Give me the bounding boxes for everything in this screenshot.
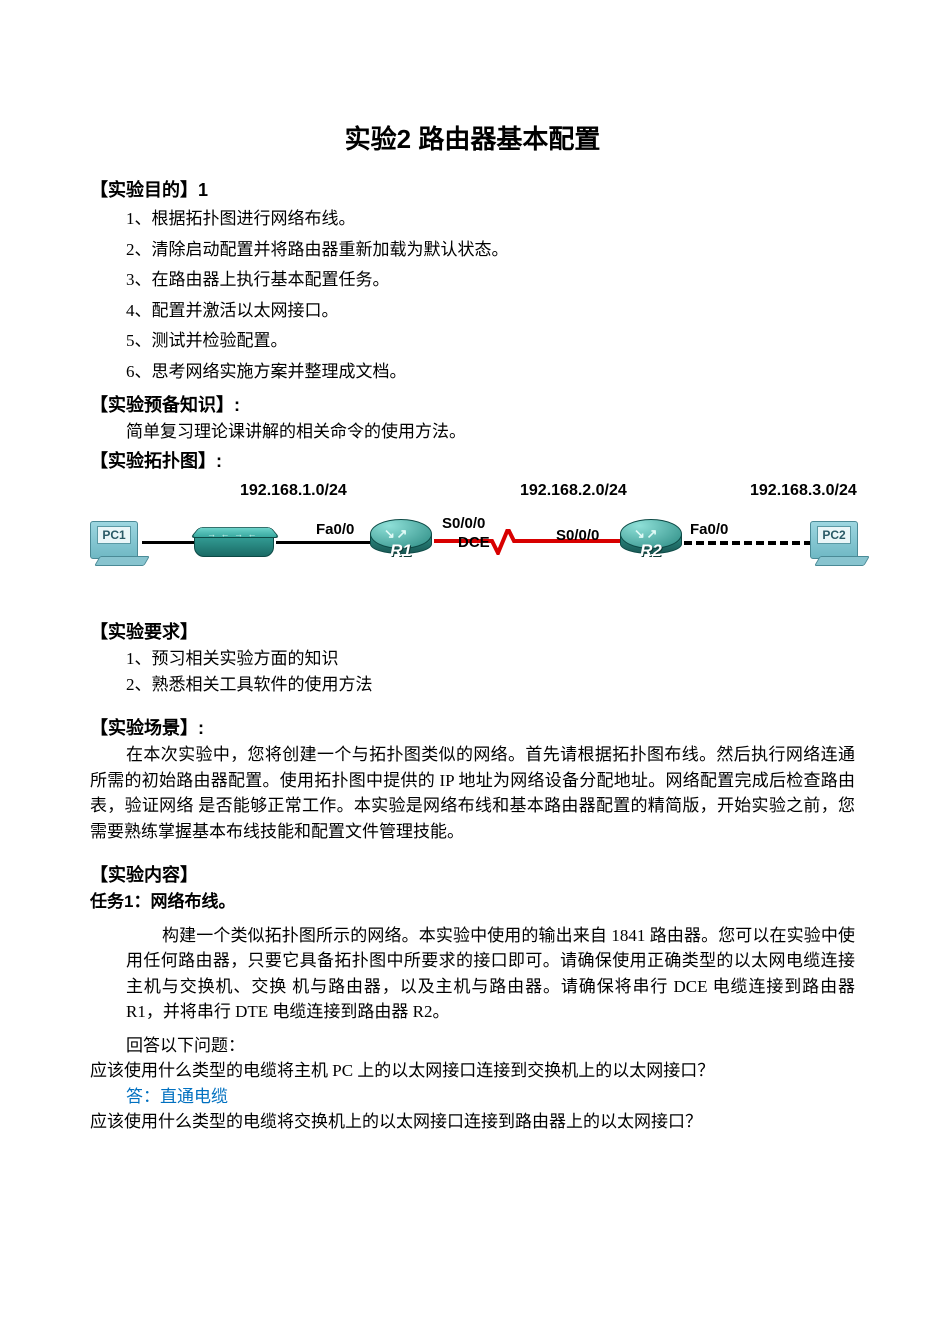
answer-prompt: 回答以下问题： <box>90 1033 855 1059</box>
section-prereq: 【实验预备知识】: <box>90 392 855 419</box>
section-requirements: 【实验要求】 <box>90 619 855 646</box>
objective-item: 6、思考网络实施方案并整理成文档。 <box>126 357 855 388</box>
iface-fa00-r2: Fa0/0 <box>690 521 728 538</box>
link-switch-r1 <box>276 541 372 544</box>
requirement-item: 1、预习相关实验方面的知识 <box>90 646 855 672</box>
pc2-label: PC2 <box>811 528 857 542</box>
link-r2-pc2 <box>684 541 812 545</box>
net-label-3: 192.168.3.0/24 <box>750 479 857 503</box>
objective-item: 2、清除启动配置并将路由器重新加载为默认状态。 <box>126 235 855 266</box>
topology-diagram: 192.168.1.0/24 192.168.2.0/24 192.168.3.… <box>90 479 855 599</box>
section-content: 【实验内容】 <box>90 862 855 889</box>
objective-item: 5、测试并检验配置。 <box>126 326 855 357</box>
objective-item: 3、在路由器上执行基本配置任务。 <box>126 265 855 296</box>
pc2-icon: PC2 <box>810 521 858 559</box>
router-r2-icon: ↘ ↗ R2 <box>620 519 682 559</box>
iface-s000-r1: S0/0/0 <box>442 515 485 532</box>
iface-dce: DCE <box>458 534 490 551</box>
link-pc1-switch <box>142 541 196 544</box>
section-topology: 【实验拓扑图】: <box>90 448 855 475</box>
answer-1: 答：直通电缆 <box>90 1084 855 1110</box>
scenario-text: 在本次实验中，您将创建一个与拓扑图类似的网络。首先请根据拓扑图布线。然后执行网络… <box>90 742 855 844</box>
requirement-item: 2、熟悉相关工具软件的使用方法 <box>90 672 855 698</box>
section-objective: 【实验目的】1 <box>90 177 855 204</box>
iface-s000-r2: S0/0/0 <box>556 527 599 544</box>
prereq-text: 简单复习理论课讲解的相关命令的使用方法。 <box>90 419 855 445</box>
objectives-list: 1、根据拓扑图进行网络布线。 2、清除启动配置并将路由器重新加载为默认状态。 3… <box>90 204 855 388</box>
objective-item: 1、根据拓扑图进行网络布线。 <box>126 204 855 235</box>
page-title: 实验2 路由器基本配置 <box>90 120 855 159</box>
question-1: 应该使用什么类型的电缆将主机 PC 上的以太网接口连接到交换机上的以太网接口？ <box>90 1058 855 1084</box>
pc1-icon: PC1 <box>90 521 138 559</box>
section-scenario: 【实验场景】: <box>90 715 855 742</box>
objective-item: 4、配置并激活以太网接口。 <box>126 296 855 327</box>
net-label-1: 192.168.1.0/24 <box>240 479 347 503</box>
task1-title: 任务1：网络布线。 <box>90 889 855 915</box>
router-r1-icon: ↘ ↗ R1 <box>370 519 432 559</box>
r1-label: R1 <box>370 541 432 561</box>
net-label-2: 192.168.2.0/24 <box>520 479 627 503</box>
switch-icon: → ← → ← <box>194 531 274 557</box>
question-2: 应该使用什么类型的电缆将交换机上的以太网接口连接到路由器上的以太网接口？ <box>90 1109 855 1135</box>
pc1-label: PC1 <box>91 528 137 542</box>
task1-para: 构建一个类似拓扑图所示的网络。本实验中使用的输出来自 1841 路由器。您可以在… <box>90 923 855 1025</box>
iface-fa00-r1: Fa0/0 <box>316 521 354 538</box>
r2-label: R2 <box>620 541 682 561</box>
